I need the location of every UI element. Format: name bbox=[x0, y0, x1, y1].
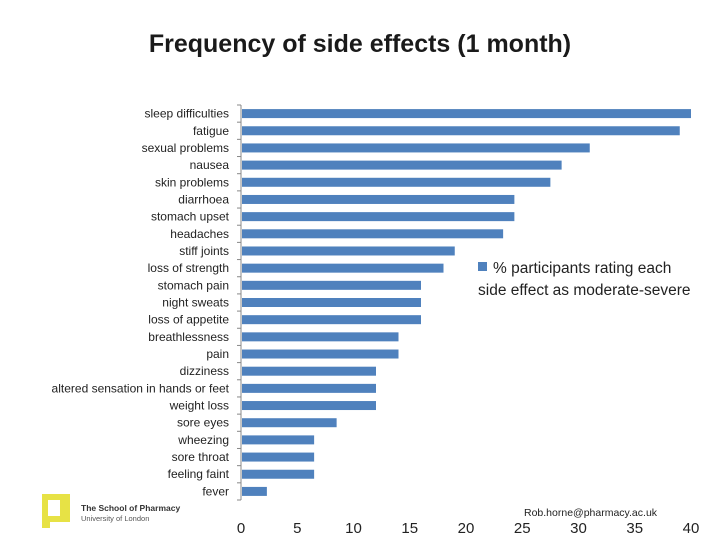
bar bbox=[242, 486, 267, 496]
x-tick-label: 40 bbox=[683, 520, 700, 537]
category-label: dizziness bbox=[180, 364, 229, 378]
category-label: diarrhoea bbox=[178, 192, 229, 206]
x-tick-label: 25 bbox=[514, 520, 531, 537]
category-label: nausea bbox=[190, 158, 230, 172]
category-label: stomach pain bbox=[158, 278, 229, 292]
category-label: sexual problems bbox=[142, 141, 229, 155]
bar bbox=[242, 280, 421, 290]
bar bbox=[242, 418, 337, 428]
bar bbox=[242, 469, 315, 479]
category-label: skin problems bbox=[155, 175, 229, 189]
bar bbox=[242, 366, 376, 376]
category-label: wheezing bbox=[177, 433, 229, 447]
bar bbox=[242, 383, 376, 393]
logo-subtitle: University of London bbox=[81, 514, 150, 523]
x-tick-label: 15 bbox=[401, 520, 418, 537]
category-label: loss of appetite bbox=[148, 313, 229, 327]
bar bbox=[242, 332, 399, 342]
category-label: loss of strength bbox=[148, 261, 229, 275]
bar bbox=[242, 109, 691, 119]
x-tick-label: 35 bbox=[626, 520, 643, 537]
bar bbox=[242, 194, 515, 204]
category-label: sore throat bbox=[172, 450, 230, 464]
bar bbox=[242, 143, 590, 153]
logo-mark-notch bbox=[42, 516, 50, 528]
bar bbox=[242, 246, 455, 256]
bar bbox=[242, 229, 504, 239]
category-label: headaches bbox=[170, 227, 229, 241]
bar bbox=[242, 263, 444, 273]
category-label: breathlessness bbox=[148, 330, 229, 344]
bar bbox=[242, 160, 562, 170]
bar bbox=[242, 177, 551, 187]
legend-label: % participants rating each side effect a… bbox=[478, 260, 691, 299]
category-label: stiff joints bbox=[179, 244, 229, 258]
category-label: fever bbox=[202, 484, 229, 498]
legend: % participants rating each side effect a… bbox=[478, 258, 698, 302]
logo-name: The School of Pharmacy bbox=[81, 503, 181, 513]
category-label: pain bbox=[206, 347, 229, 361]
bar bbox=[242, 298, 421, 307]
bar bbox=[242, 452, 315, 462]
category-label: sleep difficulties bbox=[145, 107, 230, 121]
bar bbox=[242, 435, 315, 445]
bar bbox=[242, 349, 399, 359]
category-label: sore eyes bbox=[177, 416, 229, 430]
x-tick-label: 0 bbox=[237, 520, 245, 537]
logo-mark-icon bbox=[42, 494, 70, 522]
category-label: stomach upset bbox=[151, 210, 230, 224]
contact-email: Rob.horne@pharmacy.ac.uk bbox=[524, 507, 658, 519]
x-tick-label: 5 bbox=[293, 520, 301, 537]
category-label: altered sensation in hands or feet bbox=[52, 381, 230, 395]
bar bbox=[242, 126, 680, 136]
bar bbox=[242, 212, 515, 222]
bar bbox=[242, 315, 421, 325]
category-label: fatigue bbox=[193, 124, 229, 138]
bar bbox=[242, 401, 376, 411]
x-tick-label: 10 bbox=[345, 520, 362, 537]
category-label: night sweats bbox=[162, 296, 229, 310]
category-label: feeling faint bbox=[168, 467, 230, 481]
category-label: weight loss bbox=[169, 399, 229, 413]
chart-title: Frequency of side effects (1 month) bbox=[148, 30, 572, 58]
x-tick-label: 20 bbox=[458, 520, 475, 537]
x-tick-label: 30 bbox=[570, 520, 587, 537]
legend-swatch bbox=[478, 262, 487, 272]
